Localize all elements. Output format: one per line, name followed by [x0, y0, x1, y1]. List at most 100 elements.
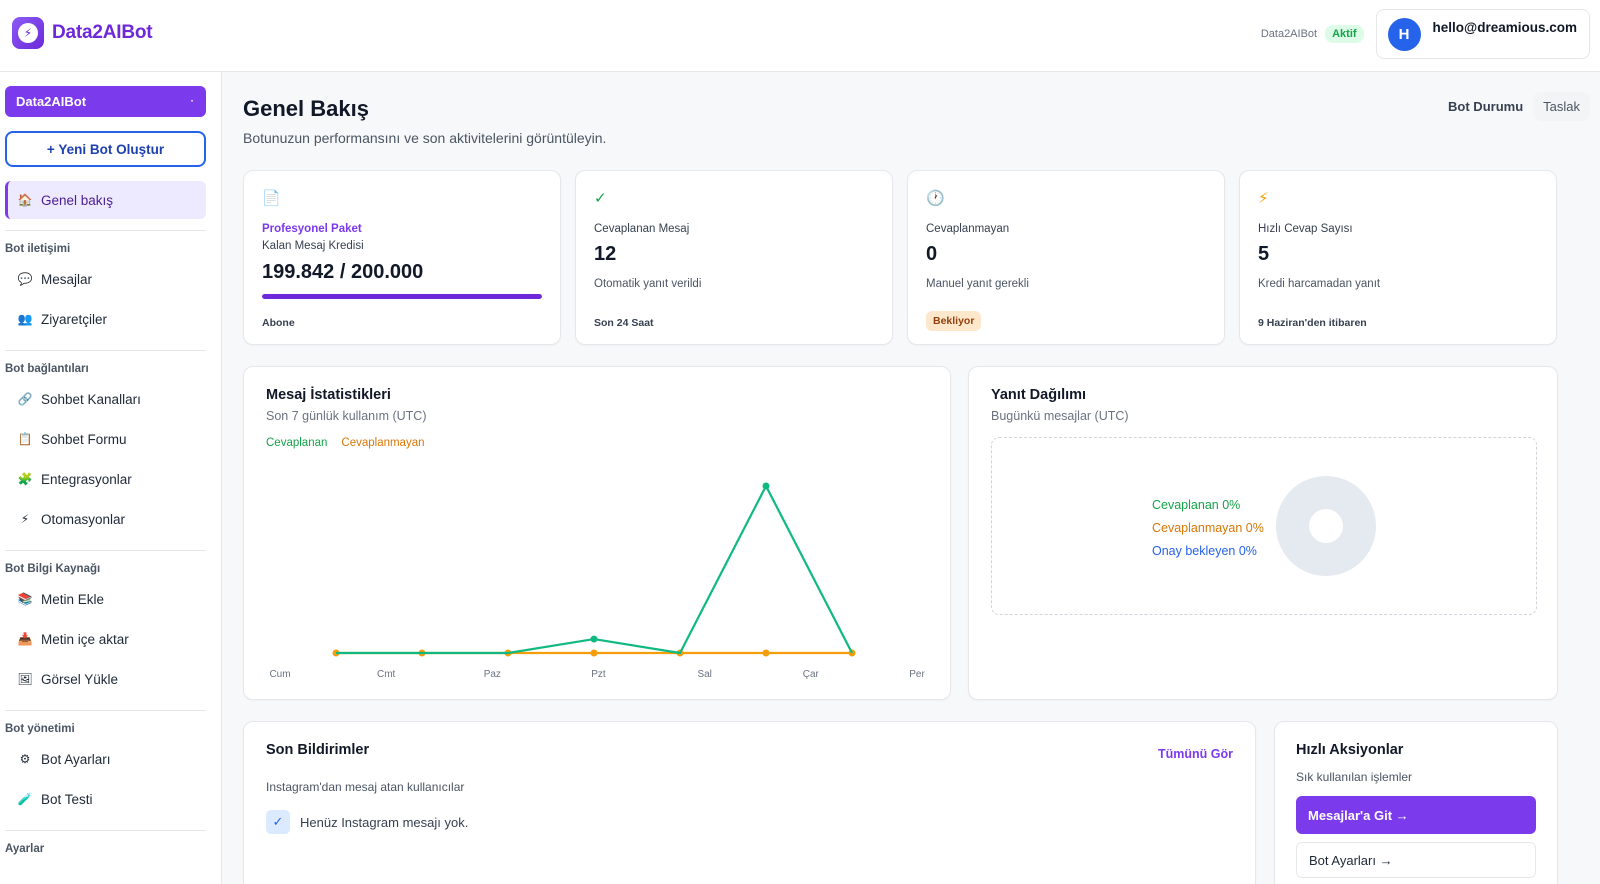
sidebar-item-icon: 🔗 [17, 392, 33, 406]
sidebar-item-label: Bot Ayarları [41, 751, 111, 767]
avatar: H [1387, 17, 1421, 51]
sidebar-item-entegrasyonlar[interactable]: 🧩 Entegrasyonlar [5, 459, 206, 499]
current-bot-name: Data2AIBot [1260, 28, 1318, 40]
answered-label: Cevaplanan Mesaj [594, 223, 690, 235]
sidebar-divider [5, 550, 206, 551]
unanswered-label: Cevaplanmayan [926, 223, 1010, 235]
logo-icon: ⚡ [12, 17, 44, 49]
quick-actions-subtitle: Sık kullanılan işlemler [1296, 770, 1413, 784]
answered-card: ✓ Cevaplanan Mesaj 12 Otomatik yanıt ver… [575, 170, 893, 345]
plan-footer: Abone [262, 317, 295, 329]
donut-chart [1276, 476, 1376, 576]
sidebar-item-metin-i-e-aktar[interactable]: 📥 Metin içe aktar [5, 619, 206, 659]
sidebar-item-icon: 🖼 [17, 672, 33, 686]
message-stats-title: Mesaj İstatistikleri [266, 387, 391, 403]
plan-credit-value: 199.842 / 200.000 [262, 261, 424, 283]
chart-legend: Cevaplanan Cevaplanmayan [266, 437, 928, 449]
sidebar-item-metin-ekle[interactable]: 📚 Metin Ekle [5, 579, 206, 619]
series-line-answered [336, 483, 853, 655]
notifications-title: Son Bildirimler [266, 742, 370, 758]
sidebar-section-title: Bot Bilgi Kaynağı [5, 563, 101, 575]
sidebar-item-label: Sohbet Formu [41, 431, 127, 447]
quick-reply-desc: Kredi harcamadan yanıt [1258, 278, 1381, 290]
message-stats-card: Mesaj İstatistikleri Son 7 günlük kullan… [243, 366, 951, 700]
sidebar-item-icon: 📚 [17, 592, 33, 606]
legend-answered[interactable]: Cevaplanan [266, 437, 328, 449]
donut-hole [1309, 509, 1343, 543]
document-icon: 📄 [262, 190, 281, 207]
quick-actions-card: Hızlı Aksiyonlar Sık kullanılan işlemler… [1274, 721, 1558, 884]
sidebar-item-otomasyonlar[interactable]: ⚡ Otomasyonlar [5, 499, 206, 539]
quick-actions-title: Hızlı Aksiyonlar [1296, 742, 1404, 758]
quick-reply-value: 5 [1258, 243, 1270, 265]
unanswered-desc: Manuel yanıt gerekli [926, 278, 1029, 290]
x-tick-label: Per [909, 669, 925, 680]
sidebar-item-label: Genel bakış [41, 192, 114, 208]
quick-reply-card: ⚡ Hızlı Cevap Sayısı 5 Kredi harcamadan … [1239, 170, 1557, 345]
quick-reply-label: Hızlı Cevap Sayısı [1258, 223, 1353, 235]
chevron-down-icon: · [190, 96, 194, 107]
new-bot-button[interactable]: + Yeni Bot Oluştur [5, 131, 206, 167]
bot-selector-label: Data2AIBot [16, 94, 87, 109]
message-stats-subtitle: Son 7 günlük kullanım (UTC) [266, 409, 427, 423]
data-point[interactable] [590, 649, 598, 657]
sidebar-item-ziyaret-iler[interactable]: 👥 Ziyaretçiler [5, 299, 206, 339]
bot-status-pill[interactable]: Taslak [1533, 92, 1590, 121]
sidebar-item-label: Görsel Yükle [41, 671, 119, 687]
sidebar-item-icon: 👥 [17, 312, 33, 326]
sidebar-divider [5, 830, 206, 831]
distribution-legend: Cevaplanan 0% Cevaplanmayan 0% Onay bekl… [1152, 494, 1264, 563]
sidebar-item-icon: 🧩 [17, 472, 33, 486]
x-tick-label: Cmt [377, 669, 396, 680]
sidebar-item-overview[interactable]: 🏠 Genel bakış [5, 181, 206, 219]
app-logo[interactable]: ⚡ Data2AIBot [12, 17, 153, 49]
user-menu[interactable]: H hello@dreamious.com [1375, 9, 1590, 59]
sidebar-item-bot-testi[interactable]: 🧪 Bot Testi [5, 779, 206, 819]
sidebar-item-label: Entegrasyonlar [41, 471, 132, 487]
top-bar: ⚡ Data2AIBot Data2AIBot Aktif H hello@dr… [0, 0, 1600, 72]
data-point[interactable] [762, 649, 770, 657]
plan-card: 📄 Profesyonel Paket Kalan Mesaj Kredisi … [243, 170, 561, 345]
bot-settings-button[interactable]: Bot Ayarları → [1296, 842, 1536, 878]
bot-status-badge: Aktif [1325, 25, 1364, 43]
bot-status: Bot Durumu Taslak [1448, 92, 1590, 121]
sidebar-item-sohbet-formu[interactable]: 📋 Sohbet Formu [5, 419, 206, 459]
bot-status-label: Bot Durumu [1448, 99, 1524, 114]
legend-unanswered[interactable]: Cevaplanmayan [341, 437, 425, 449]
notifications-subtitle: Instagram'dan mesaj atan kullanıcılar [266, 780, 465, 794]
answered-value: 12 [594, 243, 617, 265]
unanswered-value: 0 [926, 243, 938, 265]
distribution-placeholder: Cevaplanan 0% Cevaplanmayan 0% Onay bekl… [991, 437, 1537, 615]
go-to-messages-button[interactable]: Mesajlar'a Git → [1296, 796, 1536, 834]
lightning-icon: ⚡ [1258, 190, 1269, 207]
sidebar-item-icon: 🧪 [17, 792, 33, 806]
credit-progress-fill [262, 294, 542, 299]
x-tick-label: Paz [484, 669, 501, 680]
x-tick-label: Cum [269, 669, 290, 680]
dist-pending: Onay bekleyen 0% [1152, 544, 1257, 558]
clock-icon: 🕐 [926, 190, 945, 207]
main-content: Genel Bakış Botunuzun performansını ve s… [222, 72, 1600, 884]
sidebar-item-icon: 📥 [17, 632, 33, 646]
sidebar-item-mesajlar[interactable]: 💬 Mesajlar [5, 259, 206, 299]
bot-selector[interactable]: Data2AIBot · [5, 86, 206, 117]
data-point[interactable] [762, 482, 770, 490]
plan-name: Profesyonel Paket [262, 223, 362, 235]
notifications-empty-text: Henüz Instagram mesajı yok. [300, 814, 469, 830]
user-email: hello@dreamious.com [1432, 19, 1577, 35]
sidebar-item-g-rsel-y-kle[interactable]: 🖼 Görsel Yükle [5, 659, 206, 699]
sidebar-item-bot-ayarlar-[interactable]: ⚙ Bot Ayarları [5, 739, 206, 779]
sidebar-item-label: Otomasyonlar [41, 511, 126, 527]
see-all-link[interactable]: Tümünü Gör [1158, 747, 1233, 761]
sidebar-item-icon: 📋 [17, 432, 33, 446]
sidebar-item-label: Sohbet Kanalları [41, 391, 141, 407]
notifications-card: Son Bildirimler Tümünü Gör Instagram'dan… [243, 721, 1256, 884]
sidebar-item-sohbet-kanallar-[interactable]: 🔗 Sohbet Kanalları [5, 379, 206, 419]
plan-credit-label: Kalan Mesaj Kredisi [262, 240, 364, 252]
sidebar-item-icon: ⚡ [20, 512, 30, 526]
sidebar-divider [5, 230, 206, 231]
home-icon: 🏠 [17, 193, 33, 207]
notifications-empty: ✓ Henüz Instagram mesajı yok. [266, 810, 1233, 834]
data-point[interactable] [590, 635, 598, 643]
pending-badge: Bekliyor [926, 311, 982, 331]
